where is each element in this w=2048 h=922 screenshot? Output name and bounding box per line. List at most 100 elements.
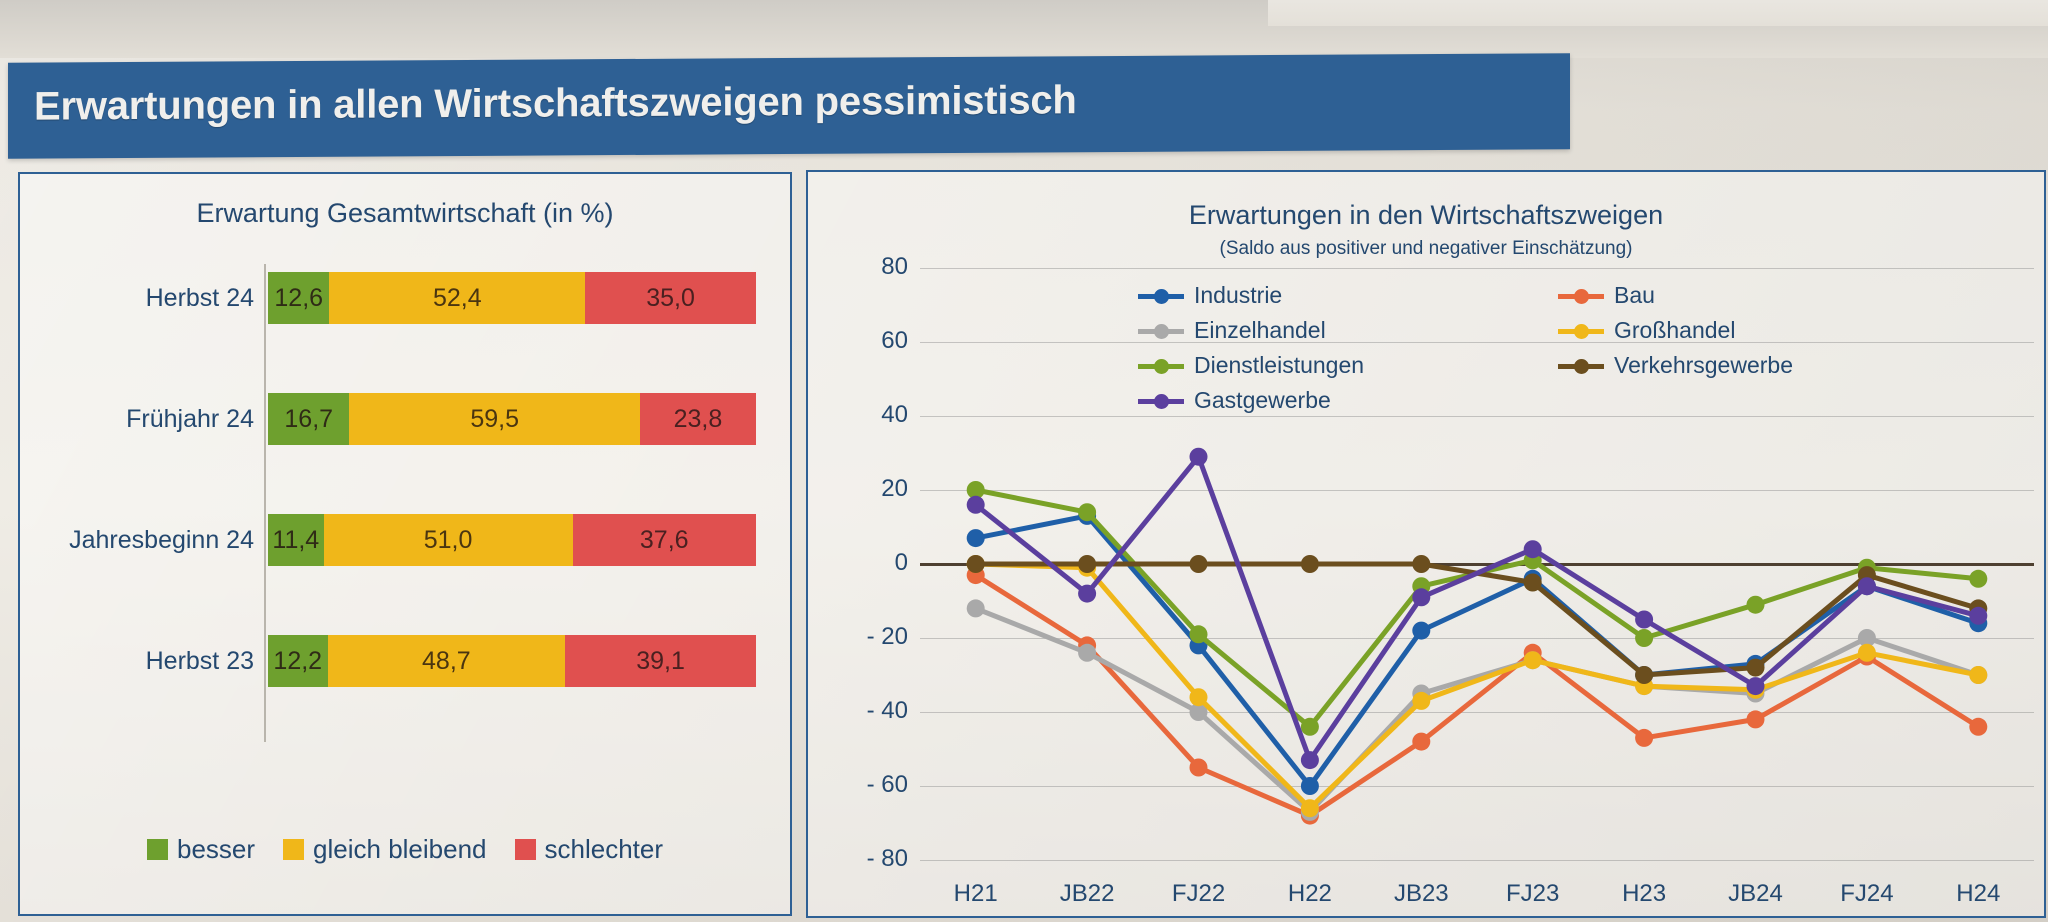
gridline — [920, 490, 2034, 491]
line-series-bau — [973, 572, 1981, 819]
legend-item-gleich-bleibend: gleich bleibend — [283, 834, 487, 865]
data-point — [1412, 691, 1431, 710]
legend-item-einzelhandel: Einzelhandel — [1138, 317, 1558, 344]
line-series-einzelhandel — [973, 605, 1981, 815]
data-point — [1635, 728, 1654, 747]
y-axis-tick: 40 — [881, 401, 908, 428]
data-point — [1523, 651, 1542, 670]
bar-segment-r: 37,6 — [572, 514, 756, 566]
legend-label-gastgewerbe: Gastgewerbe — [1194, 387, 1331, 413]
right-chart-subtitle: (Saldo aus positiver und negativer Einsc… — [1219, 238, 1633, 259]
left-chart-title: Erwartung Gesamtwirtschaft (in %) — [196, 198, 614, 228]
x-axis-tick: FJ22 — [1171, 880, 1226, 907]
data-point — [1300, 717, 1319, 736]
data-point — [1746, 595, 1765, 614]
data-point — [966, 495, 985, 514]
data-point — [1969, 569, 1988, 588]
x-axis-tick: H21 — [953, 880, 998, 907]
line-series-industrie — [973, 513, 1981, 789]
data-point — [1746, 710, 1765, 729]
bar-row-label: Herbst 23 — [145, 647, 254, 675]
gridline — [920, 860, 2034, 861]
legend-marker-icon-bau — [1558, 288, 1604, 304]
legend-item-verkehrsgewerbe: Verkehrsgewerbe — [1558, 352, 1978, 379]
y-axis-tick: - 40 — [866, 697, 908, 724]
bar-segment-y: 51,0 — [323, 514, 573, 566]
bar-segment-r: 39,1 — [565, 635, 756, 687]
right-chart-panel: Erwartungen in den Wirtschaftszweigen (S… — [806, 170, 2046, 918]
bar-row-label: Jahresbeginn 24 — [69, 526, 254, 554]
data-point — [1635, 666, 1654, 684]
bar-segment-g: 11,4 — [268, 514, 324, 566]
bar-row: Herbst 23 12,2 48,7 39,1 — [20, 635, 790, 687]
data-point — [1412, 588, 1431, 607]
x-axis-tick: H23 — [1622, 880, 1667, 907]
data-point — [1412, 732, 1431, 751]
y-axis-tick: 60 — [881, 327, 908, 354]
legend-label-schlechter: schlechter — [544, 834, 664, 864]
bar-segment-y: 52,4 — [329, 272, 586, 324]
data-point — [1523, 540, 1542, 559]
x-axis-tick: JB23 — [1393, 880, 1449, 907]
bar-chart-legend: besser gleich bleibend schlechter — [20, 834, 790, 865]
legend-item-bau: Bau — [1558, 282, 1978, 309]
gridline — [920, 416, 2034, 417]
stacked-bar-chart: Herbst 24 12,6 52,4 35,0 Frühjahr 24 16,7 59,5… — [20, 174, 790, 914]
data-point — [1857, 629, 1876, 647]
x-axis-tick: JB22 — [1059, 880, 1115, 907]
data-point — [1412, 555, 1431, 573]
legend-label-verkehrsgewerbe: Verkehrsgewerbe — [1614, 352, 1793, 378]
data-point — [1412, 621, 1431, 640]
bar-segment-r: 23,8 — [639, 393, 756, 445]
data-point — [1300, 555, 1319, 573]
gridline — [920, 786, 2034, 787]
bar-row-label: Frühjahr 24 — [126, 405, 254, 433]
legend-item-großhandel: Großhandel — [1558, 317, 1978, 344]
legend-label-besser: besser — [176, 834, 256, 864]
legend-marker-icon-großhandel — [1558, 323, 1604, 339]
data-point — [1746, 677, 1765, 696]
right-chart-title: Erwartungen in den Wirtschaftszweigen — [1188, 200, 1664, 230]
data-point — [1635, 629, 1654, 647]
data-point — [1078, 503, 1097, 522]
page-title: Erwartungen in allen Wirtschaftszweigen … — [34, 78, 1077, 129]
data-point — [1189, 555, 1208, 573]
legend-marker-icon-industrie — [1138, 288, 1184, 304]
legend-item-gastgewerbe: Gastgewerbe — [1138, 387, 1558, 414]
x-axis-tick: H22 — [1287, 880, 1332, 907]
data-point — [1189, 703, 1208, 721]
data-point — [1189, 758, 1208, 777]
legend-item-schlechter: schlechter — [514, 834, 664, 865]
line-chart-legend: Industrie Bau Einzelhandel Großhandel Dienst… — [1138, 282, 1978, 414]
bar-segment-g: 12,6 — [268, 272, 330, 324]
line-series-gastgewerbe — [973, 454, 1981, 763]
bar-segment-g: 12,2 — [268, 635, 328, 687]
legend-swatch-icon-schlechter — [514, 839, 536, 860]
x-axis-tick: FJ23 — [1506, 880, 1560, 907]
photo-top-strip — [0, 0, 2048, 58]
legend-label-dienstleistungen: Dienstleistungen — [1194, 352, 1365, 378]
data-point — [1746, 658, 1765, 677]
slide-title-band: Erwartungen in allen Wirtschaftszweigen … — [8, 53, 1570, 159]
legend-item-dienstleistungen: Dienstleistungen — [1138, 352, 1558, 379]
x-axis-tick: JB24 — [1728, 880, 1783, 907]
legend-label-großhandel: Großhandel — [1614, 317, 1736, 343]
bar-row: Jahresbeginn 24 11,4 51,0 37,6 — [20, 514, 790, 566]
zero-axis-line — [920, 563, 2034, 566]
data-point — [1523, 573, 1542, 592]
bar-chart-axis — [264, 264, 266, 742]
y-axis-tick: 0 — [894, 549, 908, 576]
legend-item-industrie: Industrie — [1138, 282, 1558, 309]
data-point — [1969, 606, 1988, 625]
data-point — [1300, 777, 1319, 795]
data-point — [1969, 666, 1988, 684]
y-axis-tick: - 60 — [866, 771, 908, 798]
data-point — [1857, 577, 1876, 596]
bar-row: Herbst 24 12,6 52,4 35,0 — [20, 272, 790, 324]
bar-row-label: Herbst 24 — [145, 284, 254, 312]
legend-label-einzelhandel: Einzelhandel — [1194, 317, 1326, 343]
data-point — [966, 529, 985, 548]
line-chart: 80 60 40 20 0 - 20 - 40 - 60 - 80 H21 JB22 FJ22 H22… — [808, 172, 2044, 916]
legend-marker-icon-verkehrsgewerbe — [1558, 358, 1604, 374]
line-chart-plot — [966, 447, 1988, 825]
